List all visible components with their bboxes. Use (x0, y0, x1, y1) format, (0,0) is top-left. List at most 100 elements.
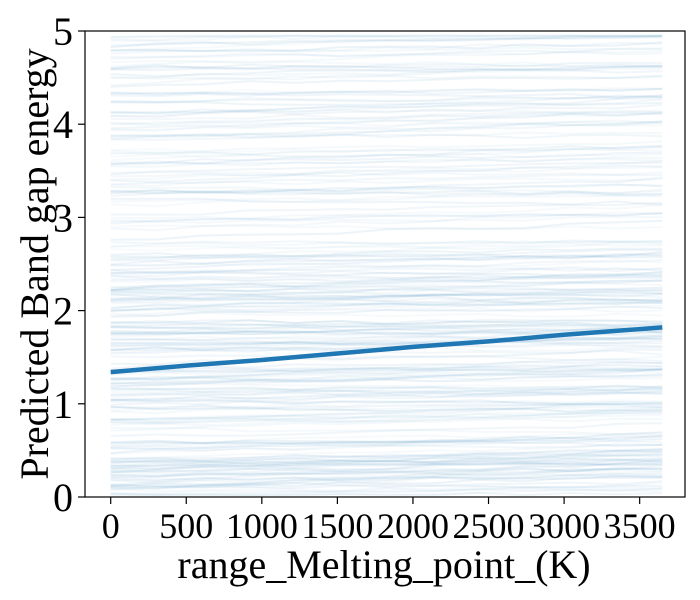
ice-curve (110, 460, 663, 468)
ice-curve (110, 267, 663, 274)
ice-curve (110, 323, 663, 337)
ice-curve (110, 348, 663, 366)
ice-curve (110, 461, 663, 481)
ice-curve (110, 140, 663, 154)
ice-curve (110, 452, 663, 468)
ice-curve (110, 366, 663, 374)
ice-curve (110, 298, 663, 313)
ice-curve (110, 434, 663, 450)
ice-curve (110, 65, 663, 72)
ice-curve (110, 212, 663, 223)
ice-curve (110, 61, 663, 70)
x-tick-label: 500 (159, 506, 213, 546)
ice-curve (110, 108, 663, 114)
ice-curve (110, 34, 663, 42)
ice-curve (110, 400, 663, 406)
ice-curve (110, 467, 663, 473)
ice-curve (110, 212, 663, 232)
ice-curve (110, 338, 663, 351)
ice-curve (110, 242, 663, 250)
ice-curve (110, 41, 663, 53)
ice-curve (110, 219, 663, 241)
ice-curve (110, 439, 663, 449)
ice-curve (110, 417, 663, 424)
ice-curve (110, 158, 663, 165)
ice-curve (110, 422, 663, 437)
ice-curve (110, 133, 663, 140)
ice-curve (110, 476, 663, 490)
ice-curve (110, 101, 663, 107)
x-tick-label: 1500 (301, 506, 373, 546)
ice-curve (110, 338, 663, 348)
ice-curve (110, 111, 663, 130)
ice-curve (110, 388, 663, 396)
ice-curve (110, 318, 663, 325)
ice-curve (110, 471, 663, 478)
ice-curve (110, 467, 663, 487)
ice-curve (110, 64, 663, 70)
ice-curve (110, 171, 663, 178)
ice-curve (110, 166, 663, 175)
ice-curve (110, 487, 663, 494)
ice-curves (110, 34, 663, 497)
ice-curve (110, 389, 663, 396)
ice-curve (110, 252, 663, 259)
ice-curve (110, 51, 663, 58)
ice-curve (110, 34, 663, 39)
ice-curve (110, 307, 663, 313)
ice-curve (110, 297, 663, 302)
ice-curve (110, 458, 663, 474)
ice-curve (110, 346, 663, 356)
ice-curve (110, 435, 663, 445)
ice-curve (110, 319, 663, 327)
ice-curve (110, 74, 663, 81)
ice-curve (110, 367, 663, 381)
ice-curve (110, 119, 663, 132)
y-tick-label: 5 (53, 9, 73, 54)
ice-curve (110, 121, 663, 141)
ice-curve (110, 94, 663, 104)
ice-curve (110, 65, 663, 78)
ice-curve (110, 458, 663, 478)
ice-curve (110, 322, 663, 329)
ice-curve (110, 341, 663, 349)
ice-curve (110, 271, 663, 290)
x-axis: 0 500 1000 1500 2000 2500 3000 3500 (102, 497, 676, 546)
ice-curve (110, 388, 663, 399)
ice-curve (110, 462, 663, 470)
ice-curve (110, 385, 663, 397)
ice-curve (110, 486, 663, 496)
ice-curve (110, 457, 663, 470)
ice-curve (110, 156, 663, 168)
ice-curve (110, 287, 663, 293)
ice-curve (110, 390, 663, 403)
ice-curve (110, 247, 663, 259)
ice-curve (110, 290, 663, 299)
ice-curve (110, 449, 663, 463)
ice-curve (110, 364, 663, 381)
ice-curve (110, 267, 663, 278)
ice-curve (110, 298, 663, 312)
ice-curve (110, 355, 663, 376)
ice-curve (110, 91, 663, 99)
ice-curve (110, 305, 663, 318)
ice-curve (110, 405, 663, 421)
ice-curve (110, 189, 663, 197)
ice-curve (110, 112, 663, 131)
ice-curve (110, 298, 663, 305)
ice-curve (110, 239, 663, 248)
ice-curve (110, 386, 663, 392)
ice-curve (110, 271, 663, 278)
ice-curve (110, 252, 663, 259)
ice-curve (110, 109, 663, 126)
ice-curve (110, 367, 663, 388)
ice-curve (110, 321, 663, 335)
ice-curve (110, 183, 663, 195)
ice-curve (110, 491, 663, 497)
ice-curve (110, 293, 663, 302)
series-line (110, 325, 663, 375)
ice-curve (110, 103, 663, 117)
ice-curve (110, 183, 663, 193)
ice-curve (110, 286, 663, 304)
ice-curve (110, 456, 663, 464)
